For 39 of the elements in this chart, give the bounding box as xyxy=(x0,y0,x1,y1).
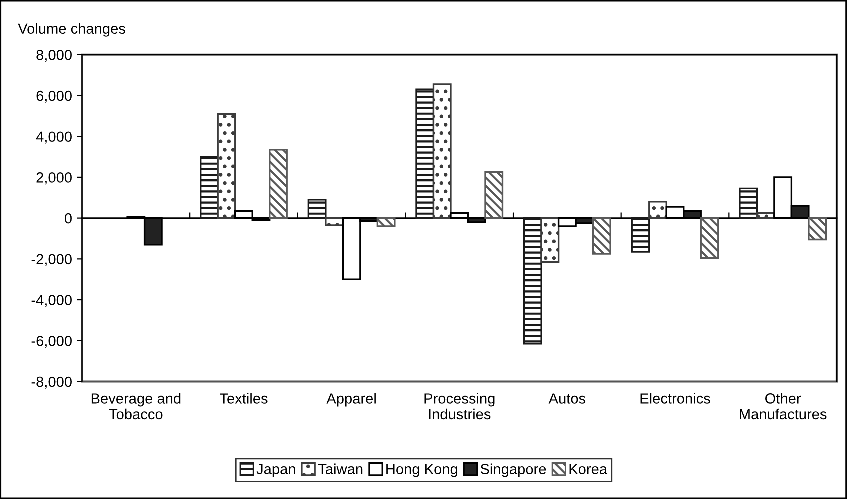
y-tick-label: 8,000 xyxy=(36,50,72,62)
x-tick-label: Other Manufactures xyxy=(740,393,827,420)
y-axis-title: Volume changes xyxy=(18,23,126,37)
x-tick-label: Autos xyxy=(548,394,586,404)
legend-label: Korea xyxy=(570,464,608,474)
y-tick-label: -2,000 xyxy=(32,254,72,266)
x-tick-label: Textiles xyxy=(220,393,268,404)
bar xyxy=(376,217,396,228)
y-tick-label: 0 xyxy=(64,213,72,224)
bar xyxy=(648,201,668,220)
bar xyxy=(308,199,327,220)
bar xyxy=(739,188,758,220)
bar xyxy=(484,172,504,220)
bar xyxy=(631,217,650,253)
bar xyxy=(592,217,612,255)
y-tick-label: -8,000 xyxy=(32,376,72,389)
legend-label: Japan xyxy=(256,464,296,478)
x-tick-label: Processing Industries xyxy=(424,393,495,420)
bar xyxy=(200,156,219,220)
bar xyxy=(325,217,344,226)
x-tick-label: Electronics xyxy=(640,393,710,404)
bar xyxy=(217,113,236,220)
legend-label: Taiwan xyxy=(318,464,363,474)
x-tick-label: Beverage and Tobacco xyxy=(92,393,181,420)
bar xyxy=(700,217,720,259)
bar xyxy=(269,149,288,220)
y-tick-label: -4,000 xyxy=(32,295,72,308)
bar xyxy=(540,217,560,264)
y-tick-label: 2,000 xyxy=(36,172,72,185)
legend-label: Hong Kong xyxy=(386,464,458,478)
y-tick-label: 4,000 xyxy=(36,132,72,144)
bar xyxy=(808,217,828,241)
bar xyxy=(523,217,542,345)
bar xyxy=(416,88,435,220)
y-tick-label: -6,000 xyxy=(32,336,72,348)
y-tick-label: 6,000 xyxy=(36,90,72,103)
legend-label: Singapore xyxy=(480,464,546,478)
bar xyxy=(432,84,452,220)
x-tick-label: Apparel xyxy=(326,393,376,407)
